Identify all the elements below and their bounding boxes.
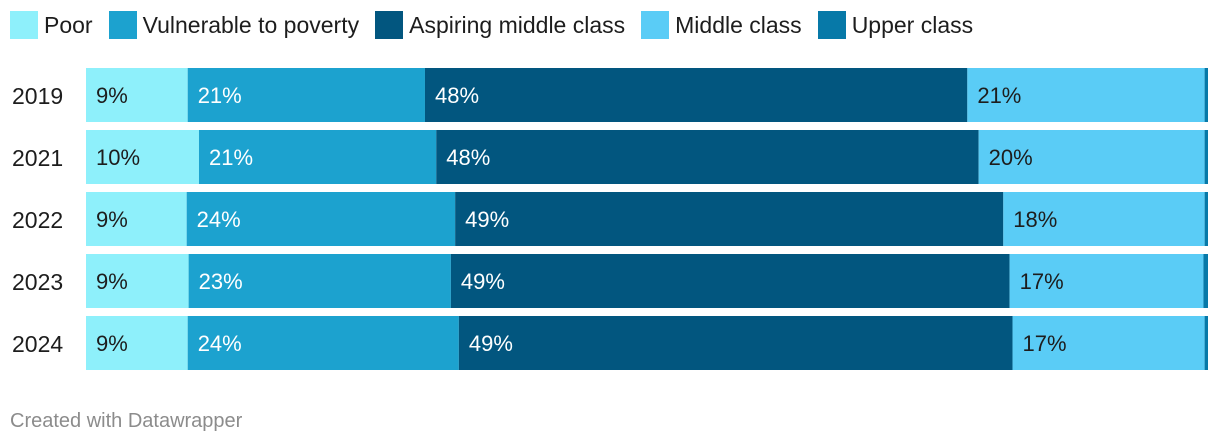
category-label: 2022 [12,207,63,233]
bar-value-label: 9% [96,269,128,294]
bar-value-label: 24% [197,207,241,232]
bar-segment [978,130,1205,184]
bar-value-label: 18% [1013,207,1057,232]
bar-value-label: 21% [209,145,253,170]
legend-label: Poor [44,12,93,38]
bar-value-label: 9% [96,331,128,356]
footer-credit: Created with Datawrapper [10,410,243,432]
bar-value-label: 21% [198,83,242,108]
category-label: 2019 [12,83,63,109]
legend-item: Poor [10,11,93,39]
bar-segment [450,254,1010,308]
legend-item: Aspiring middle class [375,11,625,39]
bar-segment [967,68,1205,122]
bar-value-label: 21% [977,83,1021,108]
legend-swatch [375,11,404,39]
category-label: 2021 [12,145,63,171]
bar-segment [1009,254,1204,308]
bar-segment [187,316,459,370]
bar-segment [86,68,188,122]
bar-value-label: 20% [989,145,1033,170]
bar-segment [86,316,188,370]
bar-segment [436,130,979,184]
category-label: 2023 [12,269,63,295]
bar-segment [1203,254,1208,308]
legend-item: Middle class [641,11,802,39]
legend-swatch [641,11,670,39]
bar-value-label: 9% [96,207,128,232]
bar-value-label: 23% [199,269,243,294]
legend-label: Aspiring middle class [409,12,626,38]
bar-segment [458,316,1013,370]
bar-value-label: 49% [469,331,513,356]
legend-item: Vulnerable to poverty [108,11,360,39]
bar-segment [1204,316,1208,370]
chart-legend: Poor Vulnerable to poverty Aspiring middle… [10,11,989,39]
bar-segment [86,130,199,184]
bar-segment [424,68,968,122]
bar-segment [1003,192,1205,246]
legend-item: Upper class [817,11,974,39]
stacked-bar-chart: 2019 9% 21% 48% 21% 2021 10% 21% 48% 20% 2022 9% 24%… [12,68,1208,370]
legend-label: Middle class [675,12,802,38]
bar-segment [188,254,451,308]
legend-swatch [10,11,38,39]
bar-segment [1204,68,1208,122]
bar-segment [86,192,187,246]
legend-label: Upper class [851,12,974,38]
bar-segment [187,68,425,122]
bar-value-label: 17% [1020,269,1064,294]
legend-swatch [108,11,137,39]
bar-value-label: 49% [461,269,505,294]
legend-label: Vulnerable to poverty [142,12,360,38]
bar-segment [1204,130,1208,184]
category-label: 2024 [12,331,63,357]
bar-segment [186,192,456,246]
bar-value-label: 10% [96,145,140,170]
bar-value-label: 48% [446,145,490,170]
bar-value-label: 48% [435,83,479,108]
legend-swatch [817,11,846,39]
bar-segment [455,192,1004,246]
bar-value-label: 17% [1023,331,1067,356]
bar-segment [198,130,437,184]
bar-segment [86,254,189,308]
bar-segment [1204,192,1208,246]
bar-value-label: 24% [198,331,242,356]
bar-value-label: 9% [96,83,128,108]
bar-segment [1012,316,1205,370]
bar-value-label: 49% [465,207,509,232]
